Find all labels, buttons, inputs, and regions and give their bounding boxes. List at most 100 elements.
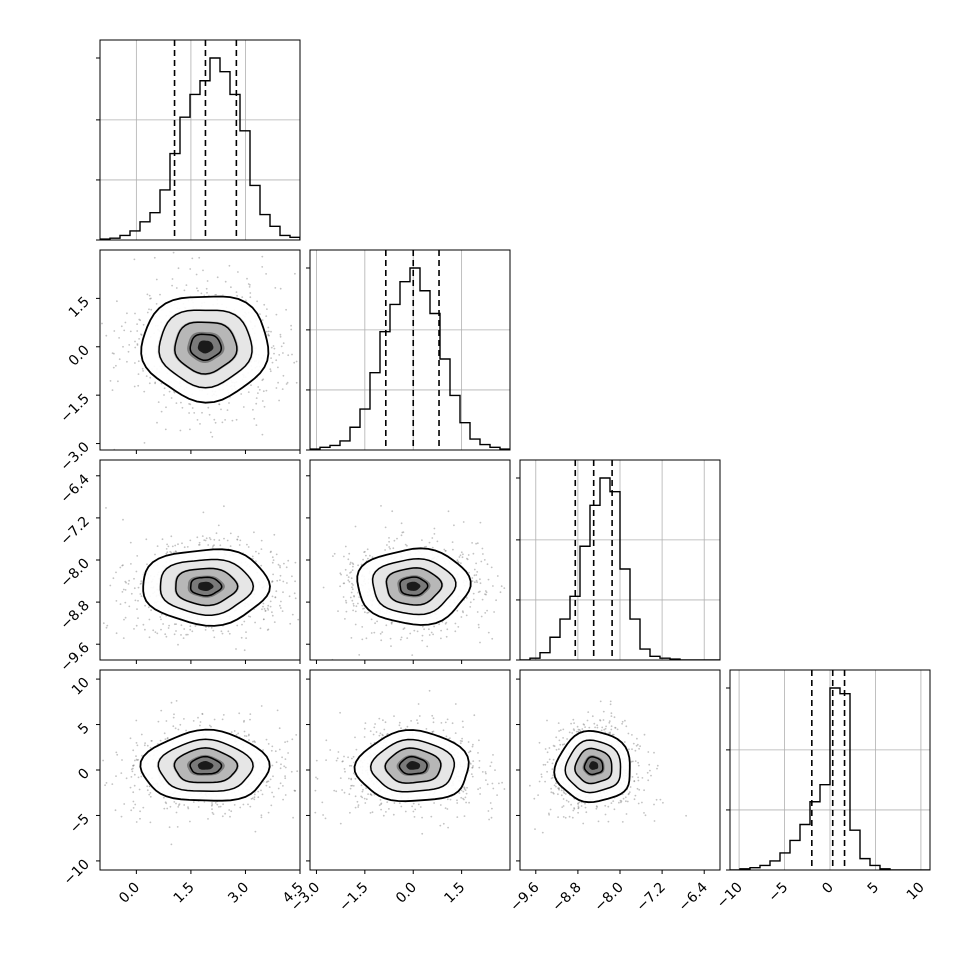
sample-point (275, 590, 278, 593)
sample-point (433, 802, 435, 804)
sample-point (240, 636, 243, 639)
sample-point (325, 759, 327, 761)
sample-point (119, 566, 122, 569)
sample-point (149, 792, 152, 794)
sample-point (277, 366, 279, 369)
sample-point (142, 623, 145, 626)
sample-point (575, 730, 578, 733)
sample-point (247, 734, 250, 737)
sample-point (445, 621, 448, 624)
sample-point (477, 752, 479, 754)
sample-point (458, 556, 461, 558)
sample-point (604, 804, 607, 807)
sample-point (137, 384, 140, 387)
sample-point (471, 542, 473, 544)
sample-point (316, 777, 319, 780)
density-panel-0-3 (96, 669, 301, 874)
sample-point (451, 541, 454, 543)
sample-point (491, 807, 493, 810)
sample-point (274, 750, 277, 753)
sample-point (212, 629, 215, 632)
sample-point (131, 770, 134, 773)
sample-point (465, 597, 468, 599)
sample-point (496, 794, 498, 796)
sample-point (139, 817, 141, 820)
sample-point (207, 818, 209, 820)
sample-point (166, 551, 169, 554)
sample-point (653, 803, 655, 806)
sample-point (255, 402, 258, 405)
sample-point (596, 724, 599, 727)
sample-point (398, 721, 401, 724)
sample-point (263, 303, 266, 306)
sample-point (279, 782, 282, 785)
sample-point (196, 419, 199, 421)
sample-point (456, 799, 458, 802)
contour-line (140, 295, 270, 404)
sample-point (164, 428, 167, 431)
sample-point (271, 561, 274, 564)
sample-point (154, 381, 157, 384)
sample-point (466, 786, 468, 789)
sample-point (138, 788, 141, 791)
sample-point (177, 728, 180, 731)
sample-point (257, 790, 260, 793)
sample-point (129, 786, 132, 789)
sample-point (550, 791, 553, 794)
sample-point (126, 360, 128, 363)
sample-point (183, 546, 186, 549)
sample-point (140, 733, 143, 736)
sample-point (425, 545, 427, 548)
sample-point (230, 810, 233, 813)
sample-point (379, 732, 382, 735)
sample-point (610, 715, 613, 717)
sample-point (294, 272, 296, 275)
sample-point (477, 591, 480, 593)
sample-point (246, 543, 248, 546)
sample-point (272, 775, 274, 778)
sample-point (147, 606, 150, 609)
sample-point (136, 323, 139, 325)
sample-point (181, 406, 184, 409)
sample-point (371, 556, 374, 559)
sample-point (142, 370, 145, 372)
sample-point (265, 784, 268, 787)
sample-point (268, 786, 271, 788)
sample-point (150, 308, 153, 311)
sample-point (114, 809, 117, 812)
sample-point (284, 794, 287, 796)
sample-point (259, 627, 262, 630)
sample-point (224, 419, 227, 421)
sample-point (365, 637, 368, 640)
sample-point (393, 715, 395, 717)
sample-point (183, 289, 186, 292)
sample-point (135, 570, 138, 573)
sample-point (282, 591, 284, 594)
sample-point (467, 554, 470, 556)
sample-point (247, 391, 250, 393)
sample-point (472, 760, 475, 762)
sample-point (351, 586, 353, 589)
sample-point (314, 811, 317, 814)
sample-point (315, 759, 318, 762)
contour-line (384, 747, 442, 784)
sample-point (364, 802, 367, 804)
sample-point (332, 555, 334, 557)
sample-point (283, 765, 286, 768)
sample-point (483, 559, 486, 561)
sample-point (351, 757, 353, 760)
sample-point (165, 406, 167, 409)
sample-point (260, 539, 263, 542)
sample-point (347, 576, 350, 578)
contour-line (157, 738, 254, 792)
contour-line (356, 547, 472, 626)
sample-point (186, 546, 189, 548)
histogram-steps (100, 57, 300, 240)
density-panel-1-3 (306, 669, 511, 874)
sample-point (388, 540, 390, 543)
sample-point (354, 795, 357, 798)
sample-point (123, 803, 126, 805)
sample-point (604, 813, 607, 816)
sample-point (386, 733, 388, 736)
sample-point (471, 775, 474, 778)
